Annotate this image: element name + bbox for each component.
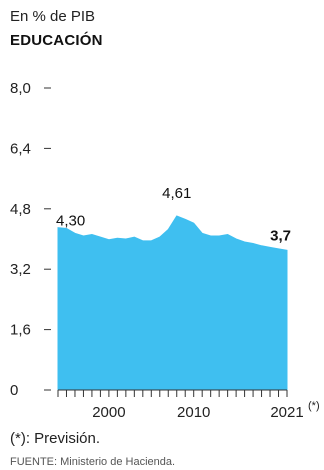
x-tick-label: 2000 <box>92 404 125 421</box>
x-tick-suffix: (*) <box>308 400 320 412</box>
data-label: 4,30 <box>56 213 85 230</box>
y-tick-label: 1,6 <box>10 322 31 339</box>
data-label: 4,61 <box>162 185 191 202</box>
y-tick-label: 3,2 <box>10 261 31 278</box>
area-layer <box>57 215 288 391</box>
y-tick-label: 0 <box>10 382 18 399</box>
y-tick-label: 8,0 <box>10 80 31 97</box>
data-label: 3,7 <box>270 227 291 244</box>
axis-layer <box>44 87 288 397</box>
x-tick-label: 2021 <box>270 404 303 421</box>
x-tick-label: 2010 <box>177 404 210 421</box>
y-tick-label: 6,4 <box>10 140 31 157</box>
y-tick-label: 4,8 <box>10 201 31 218</box>
chart-subtitle: En % de PIB <box>10 8 96 25</box>
forecast-note: (*): Previsión. <box>10 430 101 447</box>
series-area <box>57 215 288 391</box>
label-layer: 0 1,6 3,2 4,8 6,4 8,0 2000 2010 2021 (*) 4,30 4,61 3… <box>10 80 320 421</box>
source-credit: FUENTE: Ministerio de Hacienda. <box>10 456 176 468</box>
chart-title: EDUCACIÓN <box>10 32 103 49</box>
